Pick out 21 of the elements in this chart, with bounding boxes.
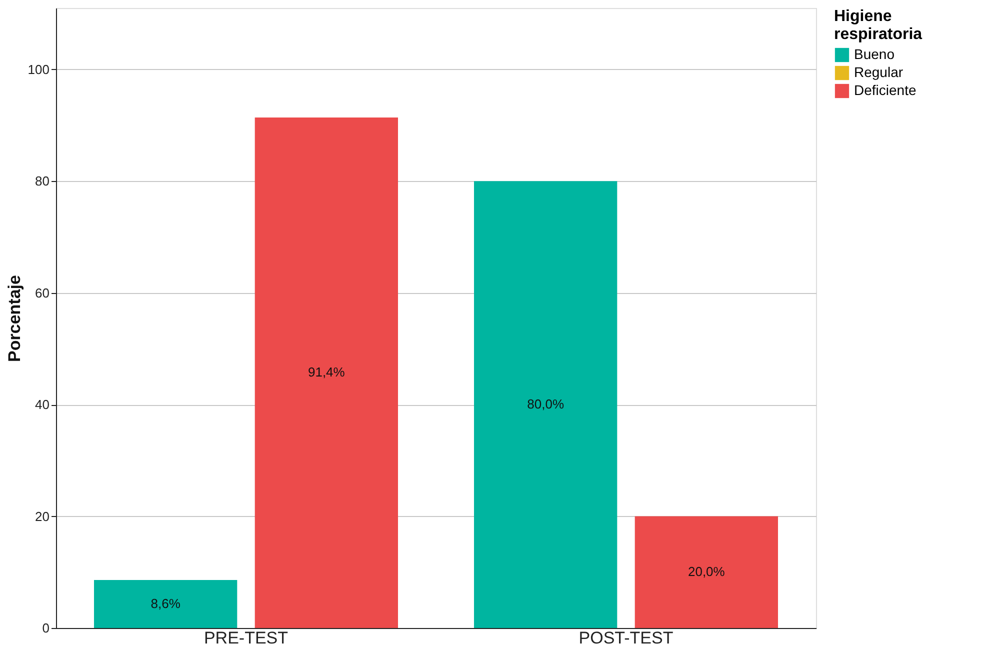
bar [94, 580, 238, 628]
data-label: 91,4% [308, 364, 346, 380]
data-label: 20,0% [688, 564, 726, 580]
x-tick-label: PRE-TEST [204, 628, 288, 648]
data-label: 8,6% [150, 596, 181, 611]
x-tick-label: POST-TEST [578, 628, 674, 648]
y-tick-label: 80 [35, 174, 50, 189]
bar [634, 516, 778, 628]
bar [474, 181, 618, 628]
y-axis-title: Porcentaje [4, 275, 24, 362]
y-tick-label: 20 [35, 508, 50, 524]
data-label: 80,0% [527, 396, 564, 412]
legend-title: Higiene respiratoria [834, 8, 922, 43]
y-tick-label: 60 [35, 285, 50, 300]
legend-label: Deficiente [854, 82, 916, 98]
legend-label: Bueno [854, 46, 895, 62]
bar [254, 117, 398, 628]
y-tick-label: 100 [28, 62, 50, 77]
y-tick-label: 0 [42, 620, 50, 636]
y-tick-label: 40 [35, 397, 50, 412]
legend-label: Regular [854, 64, 904, 80]
